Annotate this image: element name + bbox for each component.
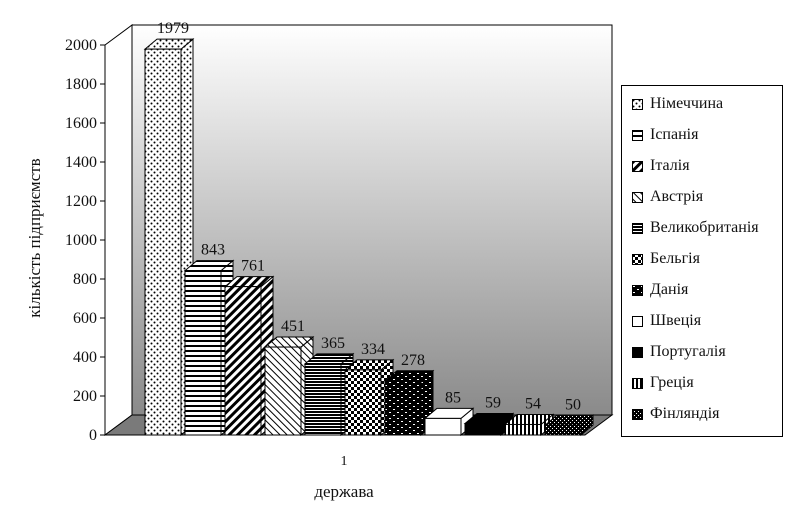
bar-front — [384, 380, 422, 436]
data-labels: 1979 843 761 451 365 334 278 85 59 54 50 — [157, 20, 581, 413]
bar-front — [144, 48, 182, 436]
legend-label: Німеччина — [650, 95, 724, 112]
legend-swatch — [632, 98, 643, 110]
legend-swatch — [632, 284, 643, 296]
bar-front — [304, 363, 342, 436]
data-label: 85 — [445, 389, 461, 406]
legend-swatch — [632, 129, 643, 141]
chart-legend: Німеччина Іспанія Італія Австрія Великобрита… — [621, 85, 783, 437]
y-tick-label: 2000 — [65, 37, 97, 54]
data-label: 278 — [401, 352, 425, 369]
y-tick-label: 400 — [73, 349, 97, 366]
y-tick-label: 600 — [73, 310, 97, 327]
legend-swatch — [632, 160, 643, 172]
bar-front — [344, 369, 382, 436]
x-axis-label: держава — [314, 482, 374, 501]
legend-swatch — [632, 191, 643, 203]
legend-item: Данія — [632, 280, 688, 300]
y-tick-label: 1200 — [65, 193, 97, 210]
data-label: 59 — [485, 394, 501, 411]
legend-label: Іспанія — [650, 126, 699, 143]
legend-item: Швеція — [632, 311, 701, 331]
bar-front — [184, 270, 222, 436]
bar-front — [264, 346, 302, 436]
data-label: 50 — [565, 396, 581, 413]
y-tick-label: 1400 — [65, 154, 97, 171]
bar-front — [504, 423, 542, 436]
bar-front — [544, 424, 582, 436]
legend-label: Португалія — [650, 343, 726, 360]
legend-label: Австрія — [650, 188, 704, 205]
legend-swatch — [632, 377, 643, 389]
data-label: 843 — [201, 242, 225, 259]
data-label: 451 — [281, 318, 305, 335]
legend-label: Данія — [650, 281, 689, 298]
bar-front — [224, 286, 262, 436]
legend-swatch — [632, 315, 643, 327]
legend-item: Португалія — [632, 342, 726, 362]
bar-front — [424, 417, 462, 436]
legend-label: Швеція — [650, 312, 702, 329]
y-tick-label: 1600 — [65, 115, 97, 132]
bars — [143, 38, 595, 437]
legend-item: Бельгія — [632, 249, 700, 269]
legend-label: Греція — [650, 374, 694, 391]
legend-item: Італія — [632, 156, 690, 176]
legend-item: Фінляндія — [632, 404, 720, 424]
legend-swatch — [632, 346, 643, 358]
bar-11 — [543, 414, 595, 437]
legend-label: Італія — [650, 157, 690, 174]
data-label: 54 — [525, 395, 541, 412]
y-tick-label: 1000 — [65, 232, 97, 249]
legend-swatch — [632, 408, 643, 420]
legend-swatch — [632, 222, 643, 234]
y-axis-label: кількість підприємств — [25, 158, 44, 317]
legend-item: Греція — [632, 373, 694, 393]
y-tick-label: 800 — [73, 271, 97, 288]
legend-swatch — [632, 253, 643, 265]
bar-8 — [423, 407, 475, 437]
legend-label: Фінляндія — [650, 405, 720, 422]
legend-item: Іспанія — [632, 125, 698, 145]
legend-item: Німеччина — [632, 94, 723, 114]
x-tick-label: 1 — [341, 454, 348, 469]
data-label: 365 — [321, 335, 345, 352]
data-label: 1979 — [157, 20, 189, 37]
legend-item: Австрія — [632, 187, 703, 207]
y-tick-label: 1800 — [65, 76, 97, 93]
data-label: 334 — [361, 341, 385, 358]
side-wall — [104, 24, 133, 436]
data-label: 761 — [241, 258, 265, 275]
y-tick-label: 200 — [73, 388, 97, 405]
legend-item: Великобританія — [632, 218, 759, 238]
bar-front — [464, 422, 502, 436]
legend-label: Бельгія — [650, 250, 700, 267]
legend-label: Великобританія — [650, 219, 759, 236]
y-tick-label: 0 — [89, 427, 97, 444]
